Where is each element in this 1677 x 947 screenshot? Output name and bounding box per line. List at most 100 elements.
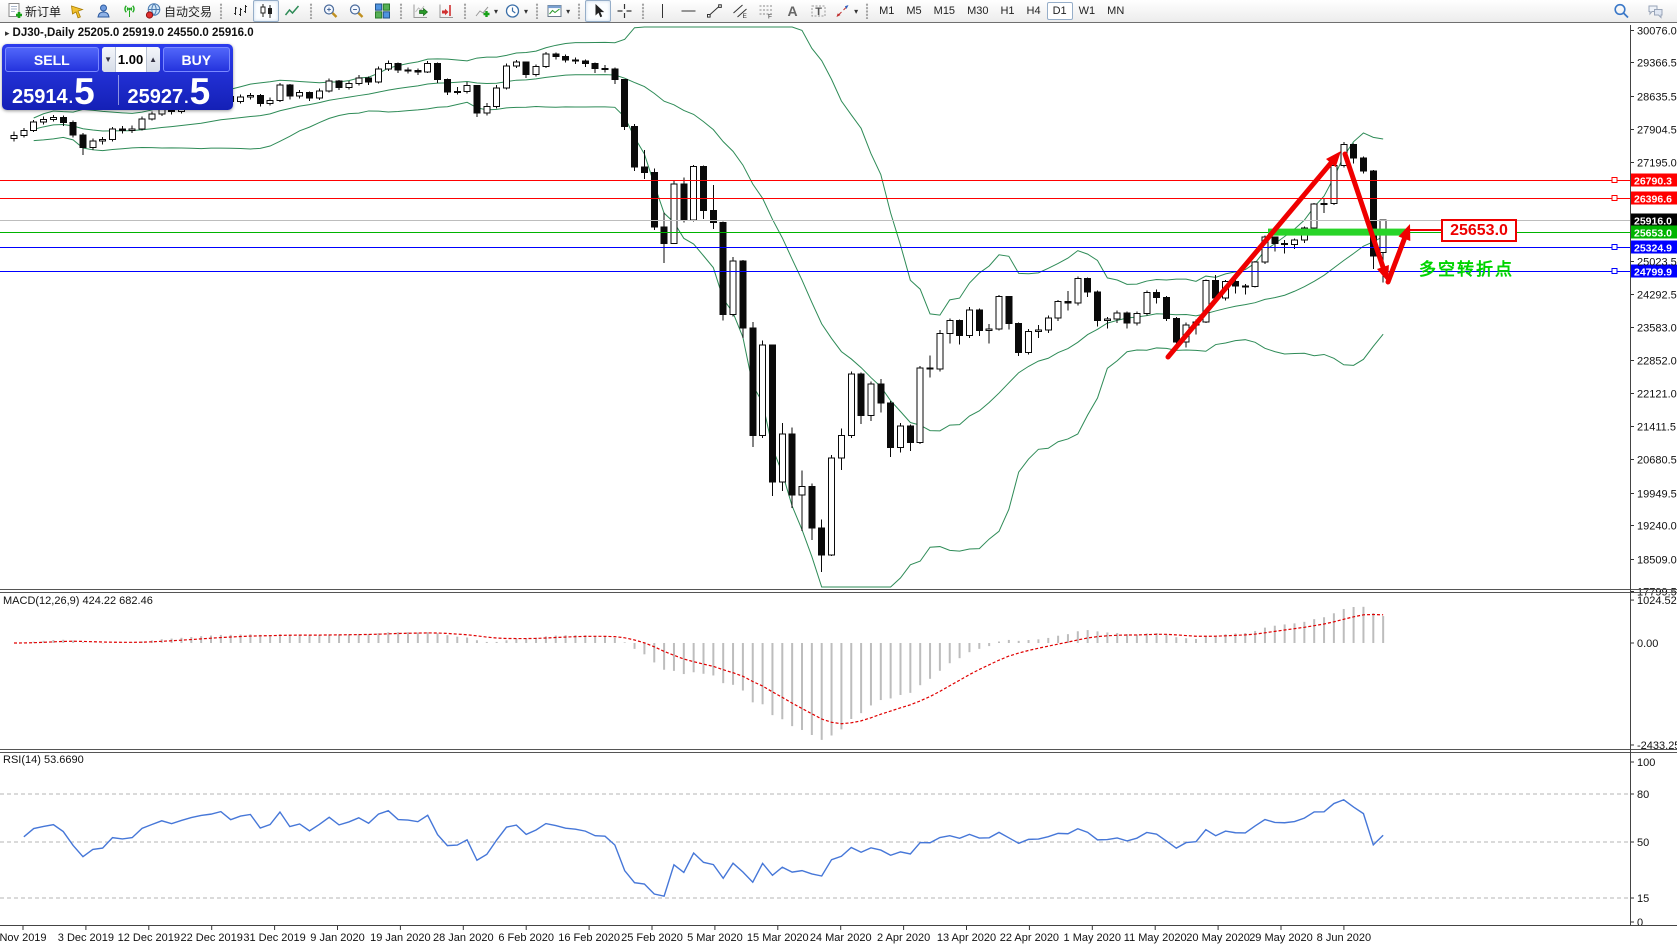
zoom-out-button[interactable]	[343, 0, 369, 22]
line-chart-button[interactable]	[279, 0, 305, 22]
svg-text:28 Jan 2020: 28 Jan 2020	[433, 932, 494, 944]
timeframe-w1-button[interactable]: W1	[1078, 5, 1096, 17]
chat-button[interactable]	[1642, 0, 1668, 22]
toolbar-grip	[641, 3, 646, 19]
templates-button[interactable]: ▾	[543, 0, 573, 22]
timeframe-d1-button[interactable]: D1	[1046, 2, 1073, 20]
svg-text:5 Mar 2020: 5 Mar 2020	[687, 932, 743, 944]
svg-text:A: A	[787, 3, 797, 19]
cursor-button[interactable]	[585, 0, 612, 22]
trade-panel-divider	[117, 75, 119, 105]
toolbar-button-label: 自动交易	[164, 4, 213, 19]
autotrade-icon	[145, 3, 162, 19]
timeframe-m5-button[interactable]: M5	[906, 5, 922, 17]
hline-icon	[680, 3, 697, 19]
trendline-button[interactable]	[701, 0, 727, 22]
timeframe-m30-button[interactable]: M30	[967, 5, 989, 17]
svg-text:25 Feb 2020: 25 Feb 2020	[621, 932, 683, 944]
chevron-down-icon[interactable]: ▾	[566, 6, 571, 16]
svg-text:27195.0: 27195.0	[1637, 158, 1677, 170]
svg-text:20 May 2020: 20 May 2020	[1186, 932, 1250, 944]
cursor-icon	[590, 3, 607, 19]
chevron-down-icon[interactable]: ▾	[494, 6, 499, 16]
svg-text:20680.5: 20680.5	[1637, 455, 1677, 467]
text-label-button[interactable]: T	[805, 0, 831, 22]
search-icon	[1613, 3, 1630, 19]
signals-icon	[121, 3, 138, 19]
profile-icon	[95, 3, 112, 19]
arrows-button[interactable]: ▾	[831, 0, 861, 22]
svg-text:22 Apr 2020: 22 Apr 2020	[1000, 932, 1059, 944]
signals-button[interactable]	[116, 0, 142, 22]
chart-shift-button[interactable]	[433, 0, 459, 22]
svg-text:24 Mar 2020: 24 Mar 2020	[810, 932, 872, 944]
vline-button[interactable]	[649, 0, 675, 22]
volume-value[interactable]: 1.00	[117, 52, 144, 67]
svg-text:25324.9: 25324.9	[1634, 243, 1672, 255]
bar-chart-button[interactable]	[227, 0, 253, 22]
line-chart-icon	[284, 3, 301, 19]
sell-price-main: 25914	[12, 86, 68, 108]
svg-text:18509.0: 18509.0	[1637, 555, 1677, 567]
favorites-button[interactable]	[64, 0, 90, 22]
toolbar-right-icons	[1608, 0, 1674, 22]
toolbar-grip	[463, 3, 468, 19]
level-lines: 26790.326396.625916.025653.025324.924799…	[0, 173, 1677, 279]
turning-point-note: 多空转折点	[1419, 260, 1514, 279]
buy-price-big-digit: 5	[189, 71, 211, 113]
channel-icon: E	[732, 3, 749, 19]
crosshair-icon	[616, 3, 633, 19]
svg-text:11 May 2020: 11 May 2020	[1124, 932, 1187, 944]
svg-text:F: F	[768, 14, 772, 20]
profile-button[interactable]	[90, 0, 116, 22]
zoom-out-icon	[348, 3, 365, 19]
timeframe-m1-button[interactable]: M1	[879, 5, 895, 17]
text-button[interactable]: A	[779, 0, 805, 22]
volume-stepper[interactable]: ▼ 1.00 ▲	[101, 47, 160, 72]
new-order-button[interactable]: 新订单	[3, 0, 64, 22]
chart-shift-icon	[438, 3, 455, 19]
volume-up-button[interactable]: ▲	[145, 47, 160, 72]
chevron-down-icon[interactable]: ▾	[524, 6, 529, 16]
svg-text:6 Feb 2020: 6 Feb 2020	[498, 932, 554, 944]
fibonacci-button[interactable]: F	[753, 0, 779, 22]
sell-button[interactable]: SELL	[5, 47, 99, 72]
periods-button[interactable]: ▾	[501, 0, 531, 22]
svg-text:22852.0: 22852.0	[1637, 356, 1677, 368]
indicators-button[interactable]: ▾	[471, 0, 501, 22]
svg-text:3 Dec 2019: 3 Dec 2019	[58, 932, 114, 944]
symbol-marker-icon: ▸	[5, 28, 10, 38]
chevron-down-icon[interactable]: ▾	[854, 6, 859, 16]
timeframe-h4-button[interactable]: H4	[1026, 5, 1041, 17]
svg-text:9 Jan 2020: 9 Jan 2020	[310, 932, 364, 944]
timeframe-mn-button[interactable]: MN	[1107, 5, 1125, 17]
trend-arrows	[1165, 151, 1411, 360]
candlestick-button[interactable]	[253, 0, 280, 22]
search-button[interactable]	[1608, 0, 1634, 22]
timeframe-h1-button[interactable]: H1	[1000, 5, 1015, 17]
macd-pane: 1024.52 0.00 -2433.25	[13, 595, 1677, 752]
toolbar-button-label: 新订单	[25, 4, 62, 19]
sell-price-dot: .	[68, 90, 74, 107]
buy-button[interactable]: BUY	[162, 47, 230, 72]
toolbar-grip	[535, 3, 540, 19]
periods-icon	[504, 3, 521, 19]
volume-down-button[interactable]: ▼	[101, 47, 116, 72]
timeframe-m15-button[interactable]: M15	[933, 5, 956, 17]
svg-text:22121.0: 22121.0	[1637, 389, 1677, 401]
rsi-indicator-label: RSI(14) 53.6690	[3, 754, 84, 766]
crosshair-button[interactable]	[611, 0, 637, 22]
svg-text:25916.0: 25916.0	[1634, 216, 1672, 228]
candlestick-series	[10, 52, 1387, 573]
svg-text:31 Dec 2019: 31 Dec 2019	[243, 932, 305, 944]
autotrade-button[interactable]: 自动交易	[142, 0, 215, 22]
tile-windows-button[interactable]	[369, 0, 395, 22]
toolbar-grip	[219, 3, 224, 19]
zoom-in-button[interactable]	[317, 0, 343, 22]
time-axis: Nov 2019 3 Dec 2019 12 Dec 2019 22 Dec 2019…	[0, 926, 1371, 944]
auto-scroll-button[interactable]	[407, 0, 433, 22]
tile-windows-icon	[374, 3, 391, 19]
channel-button[interactable]: E	[727, 0, 753, 22]
hline-button[interactable]	[675, 0, 701, 22]
